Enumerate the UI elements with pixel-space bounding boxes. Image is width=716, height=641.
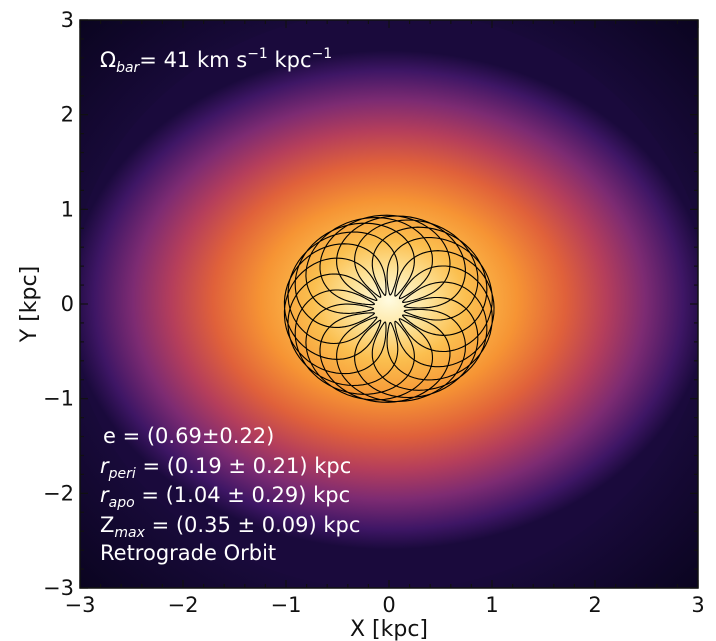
x-axis-label: X [kpc] bbox=[350, 617, 428, 641]
rapo-annotation: rapo = (1.04 ± 0.29) kpc bbox=[100, 483, 350, 511]
x-tick-label: −2 bbox=[168, 593, 199, 617]
y-tick-label: −3 bbox=[43, 576, 74, 600]
y-tick-label: 1 bbox=[61, 197, 74, 221]
x-tick-labels: −3 −2 −1 0 1 2 3 bbox=[65, 593, 705, 617]
y-tick-labels: −3 −2 −1 0 1 2 3 bbox=[43, 8, 74, 600]
orbit-trajectory bbox=[283, 214, 495, 403]
zmax-annotation: Zmax = (0.35 ± 0.09) kpc bbox=[100, 513, 360, 541]
density-map bbox=[80, 20, 698, 588]
y-axis-label: Y [kpc] bbox=[17, 266, 42, 343]
omega-bar-annotation: Ωbar= 41 km s−1 kpc−1 bbox=[100, 46, 332, 76]
y-tick-label: 2 bbox=[61, 103, 74, 127]
y-tick-label: −1 bbox=[43, 387, 74, 411]
x-tick-label: −1 bbox=[271, 593, 302, 617]
x-tick-label: 1 bbox=[485, 593, 498, 617]
x-tick-label: 2 bbox=[588, 593, 601, 617]
x-tick-label: 0 bbox=[382, 593, 395, 617]
y-tick-label: 0 bbox=[61, 292, 74, 316]
orbit-path bbox=[283, 214, 495, 403]
x-tick-label: −3 bbox=[65, 593, 96, 617]
y-tick-label: −2 bbox=[43, 481, 74, 505]
eccentricity-annotation: e = (0.69±0.22) bbox=[103, 424, 274, 448]
axis-ticks bbox=[79, 19, 699, 589]
rperi-annotation: rperi = (0.19 ± 0.21) kpc bbox=[100, 454, 351, 482]
orbit-type-annotation: Retrograde Orbit bbox=[100, 541, 276, 565]
x-tick-label: 3 bbox=[691, 593, 704, 617]
y-tick-label: 3 bbox=[61, 8, 74, 32]
